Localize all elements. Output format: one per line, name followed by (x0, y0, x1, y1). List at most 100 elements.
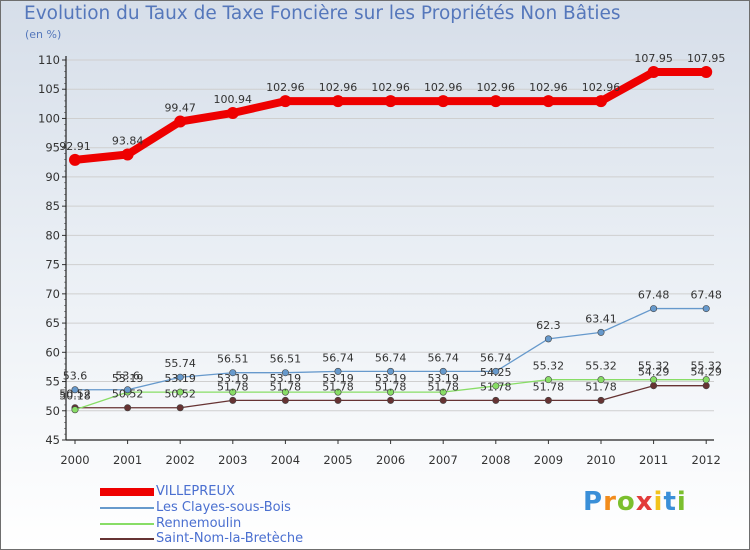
data-label: 53.19 (164, 372, 196, 385)
data-point (229, 396, 237, 404)
data-label: 102.96 (529, 81, 568, 94)
y-tick-label: 85 (45, 199, 60, 213)
data-label: 100.94 (214, 93, 253, 106)
data-point (439, 388, 447, 396)
data-point (702, 376, 710, 384)
data-point (702, 382, 710, 390)
data-label: 53.19 (322, 372, 354, 385)
data-label: 51.78 (322, 380, 354, 393)
legend-item-les-clayes-sous-bois: Les Clayes-sous-Bois (100, 500, 291, 515)
legend-label: Les Clayes-sous-Bois (156, 500, 291, 515)
legend-swatch (100, 537, 154, 540)
legend-label: Saint-Nom-la-Bretèche (156, 531, 304, 546)
y-tick-label: 70 (45, 287, 60, 301)
data-label: 67.48 (690, 289, 722, 302)
data-label: 63.41 (585, 312, 617, 325)
y-tick-label: 100 (38, 111, 60, 125)
data-label: 51.78 (533, 380, 565, 393)
data-label: 53.19 (217, 372, 249, 385)
data-label: 102.96 (477, 81, 516, 94)
data-point (387, 396, 395, 404)
chart-title: Evolution du Taux de Taxe Foncière sur l… (24, 3, 621, 24)
data-point (229, 369, 237, 377)
data-point (544, 335, 552, 343)
data-label: 51.78 (270, 380, 302, 393)
data-point (124, 386, 132, 394)
data-label: 54.25 (480, 366, 512, 379)
data-label: 51.78 (585, 380, 617, 393)
y-tick-label: 65 (45, 316, 60, 330)
y-axis-unit: (en %) (25, 28, 62, 41)
x-tick-label: 2011 (639, 453, 668, 467)
x-tick-label: 2003 (218, 453, 247, 467)
data-label: 51.78 (427, 380, 459, 393)
data-point (439, 367, 447, 375)
x-tick-label: 2007 (429, 453, 458, 467)
y-tick-label: 110 (38, 53, 60, 67)
data-point (71, 386, 79, 394)
data-point (332, 95, 344, 108)
data-label: 93.84 (112, 134, 144, 147)
data-point (489, 95, 502, 108)
data-label: 62.3 (536, 319, 561, 332)
data-label: 54.29 (638, 366, 670, 379)
data-label: 50.18 (59, 390, 91, 403)
data-label: 107.95 (687, 52, 726, 65)
data-point (124, 404, 132, 412)
data-point (597, 396, 605, 404)
data-point (69, 153, 81, 166)
data-label: 102.96 (319, 81, 358, 94)
data-label: 55.32 (585, 360, 617, 373)
y-tick-label: 45 (45, 433, 60, 447)
x-tick-label: 2001 (113, 453, 142, 467)
data-point (281, 369, 289, 377)
y-tick-label: 80 (45, 228, 60, 242)
data-label: 53.19 (427, 372, 459, 385)
legend-item-saint-nom-la-breteche: Saint-Nom-la-Bretèche (100, 531, 303, 546)
legend-label: Rennemoulin (156, 516, 242, 531)
data-point (226, 106, 239, 119)
data-point (334, 396, 342, 404)
data-point (176, 373, 184, 381)
data-point (279, 95, 292, 108)
data-point (647, 65, 660, 78)
data-label: 56.51 (217, 353, 249, 366)
data-point (597, 328, 605, 336)
data-label: 56.74 (375, 351, 407, 364)
x-tick-label: 2008 (481, 453, 510, 467)
data-label: 51.78 (375, 380, 407, 393)
data-label: 53.19 (270, 372, 302, 385)
data-point (544, 396, 552, 404)
data-point (334, 367, 342, 375)
data-label: 55.32 (533, 360, 565, 373)
data-point (437, 95, 450, 108)
data-point (700, 65, 713, 78)
data-point (281, 396, 289, 404)
legend-label: VILLEPREUX (156, 484, 235, 499)
data-label: 92.91 (59, 140, 91, 153)
data-label: 67.48 (638, 289, 670, 302)
data-label: 56.74 (427, 351, 459, 364)
data-point (439, 396, 447, 404)
data-label: 55.74 (164, 357, 196, 370)
data-point (542, 95, 555, 108)
y-tick-label: 75 (45, 258, 60, 272)
data-label: 50.52 (164, 388, 196, 401)
data-label: 54.29 (690, 366, 722, 379)
x-tick-label: 2010 (586, 453, 615, 467)
data-label: 53.19 (112, 372, 144, 385)
data-point (281, 388, 289, 396)
x-tick-label: 2002 (166, 453, 195, 467)
y-tick-label: 60 (45, 345, 60, 359)
data-point (650, 382, 658, 390)
data-label: 53.19 (375, 372, 407, 385)
data-point (492, 367, 500, 375)
legend-swatch (100, 522, 154, 525)
data-point (702, 305, 710, 313)
data-point (650, 376, 658, 384)
data-point (650, 305, 658, 313)
data-label: 50.52 (59, 388, 91, 401)
x-tick-label: 2012 (692, 453, 721, 467)
data-point (595, 95, 607, 108)
